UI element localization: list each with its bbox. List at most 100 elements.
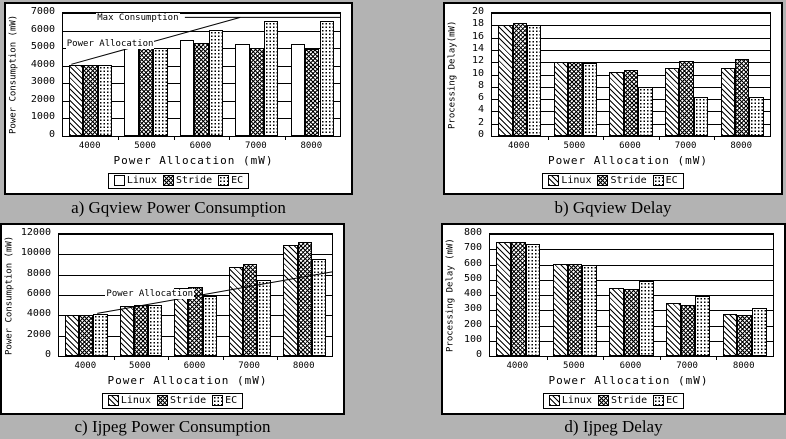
gridline	[490, 265, 773, 266]
bar-stride-6000	[623, 70, 639, 136]
gridline	[63, 13, 340, 14]
bar-stride-4000	[79, 315, 94, 356]
y-tick-label: 600	[463, 257, 482, 269]
legend-box: Linux Stride EC	[107, 173, 250, 189]
bar-linux-6000	[179, 40, 195, 136]
legend-label: Linux	[561, 175, 592, 186]
legend-label: EC	[225, 395, 238, 406]
legend-item-linux: Linux	[548, 395, 592, 406]
y-tick-label: 10	[471, 67, 484, 79]
plot-area: Power Allocation	[58, 233, 333, 360]
chart-panel-ijpeg-power: Power Consumption (mW) 0 2000 4000 6000 8000…	[0, 223, 345, 415]
bar-ec-7000	[693, 97, 709, 136]
y-tick-label: 400	[463, 288, 482, 299]
x-tick-label: 5000	[563, 361, 585, 371]
y-tick-label: 12000	[20, 227, 51, 238]
bar-stride-5000	[133, 305, 148, 356]
y-tick-label: 100	[463, 333, 482, 345]
bar-ec-4000	[97, 65, 113, 136]
x-tick-mark	[603, 356, 604, 360]
x-tick-label: 6000	[619, 141, 641, 151]
x-axis-title: Power Allocation (mW)	[113, 154, 274, 167]
y-tick-label: 6000	[26, 288, 51, 299]
y-tick-label: 8000	[26, 267, 51, 279]
bar-ec-5000	[582, 265, 597, 356]
legend: Linux Stride EC	[2, 391, 343, 410]
x-tick-label: 7000	[245, 141, 267, 151]
plot-area: Max Consumption Power Allocation	[62, 12, 341, 140]
annotation-label: Power Allocation	[105, 289, 195, 300]
bar-ec-5000	[147, 305, 163, 356]
bar-linux-7000	[228, 267, 243, 356]
y-tick-label: 5000	[30, 41, 55, 53]
y-tick-label: 2	[477, 116, 484, 128]
bar-stride-8000	[737, 315, 753, 356]
x-tick-mark	[168, 356, 169, 360]
x-tick-label: 4000	[506, 361, 529, 371]
x-axis-ticks: 4000 5000 6000 7000 8000	[58, 359, 333, 371]
legend-label: Linux	[561, 395, 592, 406]
y-tick-label: 4	[477, 104, 484, 116]
bar-linux-4000	[498, 25, 513, 136]
bar-linux-5000	[553, 62, 569, 136]
chart-panel-ijpeg-delay: Processing Delay (mW) 0 100 200 300 400 500 60…	[441, 223, 786, 415]
y-tick-label: 12	[471, 55, 484, 67]
caption-gqview-delay: b) Gqview Delay	[554, 198, 672, 217]
legend-swatch-ec-icon	[218, 175, 230, 186]
y-tick-label: 200	[463, 318, 482, 330]
legend-item-linux: Linux	[107, 395, 151, 406]
bar-stride-4000	[510, 242, 526, 356]
legend-box: Linux Stride EC	[542, 393, 685, 409]
bar-ec-7000	[257, 280, 272, 356]
y-tick-label: 4000	[26, 308, 51, 320]
y-tick-label: 0	[44, 349, 51, 360]
y-tick-label: 0	[48, 129, 55, 140]
legend-label: Stride	[175, 175, 213, 186]
bar-linux-5000	[119, 306, 134, 356]
y-tick-label: 2000	[26, 328, 51, 340]
x-tick-label: 4000	[74, 361, 97, 371]
chart-panel-gqview-power: Power Consumption (mW) 0 1000 2000 3000 4000…	[4, 2, 353, 195]
legend-item-ec: EC	[653, 395, 678, 406]
gridline	[490, 280, 773, 281]
y-tick-label: 10000	[20, 247, 51, 259]
x-tick-label: 7000	[674, 141, 697, 151]
y-axis-ticks: 0 2000 4000 6000 8000 10000 12000	[14, 228, 54, 360]
legend-label: EC	[665, 175, 678, 186]
y-tick-label: 14	[471, 42, 484, 54]
bar-linux-8000	[283, 245, 298, 356]
bar-stride-7000	[249, 48, 265, 136]
x-tick-mark	[229, 136, 230, 140]
gridline	[492, 25, 770, 26]
bar-stride-6000	[624, 289, 639, 356]
legend-swatch-linux-icon	[548, 395, 560, 406]
legend-item-ec: EC	[212, 395, 237, 406]
bar-ec-4000	[527, 25, 542, 136]
legend-swatch-linux-icon	[107, 395, 119, 406]
x-axis-ticks: 4000 5000 6000 7000 8000	[491, 139, 771, 151]
bar-stride-6000	[194, 43, 209, 136]
caption-ijpeg-power: c) Ijpeg Power Consumption	[74, 417, 271, 436]
bar-linux-8000	[722, 314, 738, 356]
y-axis-ticks: 0 1000 2000 3000 4000 5000 6000 7000	[18, 7, 58, 140]
gridline	[63, 31, 340, 32]
legend-swatch-stride-icon	[597, 395, 609, 406]
x-tick-mark	[114, 356, 115, 360]
y-tick-label: 7000	[30, 6, 55, 17]
x-axis-ticks: 4000 5000 6000 7000 8000	[62, 139, 341, 151]
x-tick-label: 5000	[129, 361, 151, 371]
bar-linux-7000	[666, 303, 681, 356]
y-tick-label: 18	[471, 18, 484, 30]
gridline	[59, 254, 332, 255]
bar-linux-5000	[124, 48, 139, 136]
gridline	[490, 249, 773, 250]
bar-linux-4000	[496, 242, 511, 356]
bar-ec-6000	[638, 281, 654, 356]
bar-stride-5000	[567, 264, 583, 356]
x-tick-label: 6000	[189, 141, 212, 151]
bar-ec-8000	[311, 259, 326, 356]
bar-ec-6000	[638, 87, 653, 136]
bar-ec-6000	[202, 296, 217, 356]
legend-swatch-linux-icon	[548, 175, 560, 186]
